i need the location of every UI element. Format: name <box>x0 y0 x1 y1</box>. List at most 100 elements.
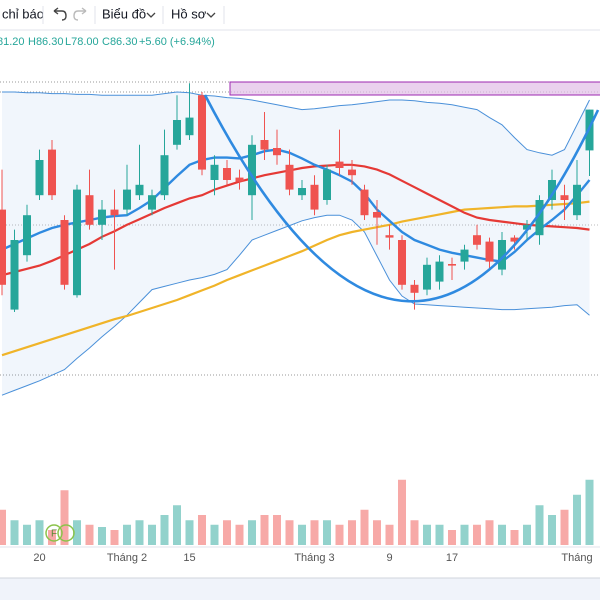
x-tick-label: Tháng 3 <box>294 552 334 564</box>
volume-bar <box>223 520 231 545</box>
candle-body <box>548 180 556 200</box>
candle-body <box>210 164 219 180</box>
candle-body <box>460 249 469 262</box>
candle-body <box>523 224 531 230</box>
x-tick-label: Tháng <box>561 552 592 564</box>
candle-body <box>423 264 431 290</box>
redo-icon[interactable] <box>73 7 87 21</box>
candle-body <box>185 117 194 136</box>
volume-bar <box>60 490 69 545</box>
volume-bar <box>123 524 131 545</box>
profile-menu[interactable]: Hồ sơ <box>171 6 207 21</box>
volume-bar <box>573 494 581 545</box>
legend-low: L78.00 <box>65 36 99 48</box>
candle-body <box>148 195 156 210</box>
volume-bar <box>585 479 594 545</box>
candle-body <box>223 168 231 180</box>
volume-bar <box>298 524 306 545</box>
volume-bar <box>485 520 494 545</box>
candle-body <box>285 164 294 190</box>
candle-body <box>173 120 181 145</box>
legend-open: 81.20 <box>0 36 25 48</box>
volume-bar <box>148 524 156 545</box>
event-marker[interactable] <box>57 524 75 542</box>
candle-body <box>10 240 19 310</box>
volume-bar <box>535 505 544 545</box>
volume-bar <box>385 524 394 545</box>
volume-bar <box>398 479 406 545</box>
candle-body <box>373 212 381 218</box>
scrollbar[interactable] <box>0 578 600 600</box>
moving-average <box>1 200 590 357</box>
event-marker[interactable] <box>45 524 63 542</box>
volume-bar <box>523 524 531 545</box>
moving-average <box>1 163 590 277</box>
volume-bar <box>448 530 456 545</box>
indicators-button[interactable]: chỉ báo <box>2 6 44 21</box>
candle-body <box>123 189 131 210</box>
volume-bar <box>210 524 219 545</box>
volume-bar <box>285 520 294 545</box>
volume-bar <box>98 527 106 545</box>
volume-bar <box>110 530 119 545</box>
candle-body <box>335 161 344 168</box>
chart-menu[interactable]: Biểu đồ <box>102 6 146 21</box>
candle-body <box>385 235 394 238</box>
volume-bar <box>435 524 444 545</box>
volume-bar <box>310 520 319 545</box>
volume-bar <box>48 530 56 545</box>
candle-body <box>573 184 581 216</box>
candle-body <box>485 241 494 262</box>
volume-bar <box>510 530 519 545</box>
candle-body <box>160 155 169 196</box>
drawing-curve[interactable] <box>203 94 600 303</box>
candle-body <box>310 184 319 210</box>
volume-bar <box>410 520 419 545</box>
candle-body <box>510 237 519 242</box>
toolbar <box>0 0 600 30</box>
volume-bar <box>560 509 569 545</box>
candle-body <box>135 184 144 196</box>
candle-body <box>398 240 406 285</box>
volume-bar <box>498 524 506 545</box>
volume-bar <box>260 515 269 545</box>
volume-bar <box>373 520 381 545</box>
volume-bar <box>348 520 356 545</box>
volume-bar <box>10 520 19 545</box>
volume-bar <box>460 524 469 545</box>
candle-body <box>110 209 119 216</box>
x-tick-label: Tháng 2 <box>107 552 147 564</box>
volume-bar <box>85 524 94 545</box>
candle-body <box>498 240 506 270</box>
candle-body <box>98 209 106 225</box>
band-fill <box>2 92 590 396</box>
candle-body <box>448 264 456 266</box>
caret <box>146 12 156 18</box>
volume-bar <box>235 524 244 545</box>
candle-body <box>560 195 569 200</box>
candle-body <box>323 169 331 200</box>
legend-change: +5.60 (+6.94%) <box>139 36 215 48</box>
undo-icon[interactable] <box>53 7 67 21</box>
drawing-rectangle[interactable] <box>229 81 600 96</box>
volume-bar <box>548 515 556 545</box>
candle-body <box>410 284 419 293</box>
candle-body <box>0 209 6 285</box>
volume-bar <box>0 509 6 545</box>
volume-bar <box>23 524 31 545</box>
legend-high: H86.30 <box>28 36 63 48</box>
candle-body <box>85 195 94 225</box>
volume-bar <box>35 520 44 545</box>
x-tick-label: 20 <box>33 552 45 564</box>
candle-body <box>23 215 31 256</box>
volume-bar <box>73 520 81 545</box>
volume-bar <box>198 515 206 545</box>
candle-body <box>535 200 544 236</box>
event-marker-label: F <box>51 529 57 540</box>
candle-body <box>298 188 306 196</box>
candle-body <box>35 160 44 196</box>
volume-bar <box>323 520 331 545</box>
band-upper <box>2 91 590 156</box>
candle-body <box>198 95 206 170</box>
